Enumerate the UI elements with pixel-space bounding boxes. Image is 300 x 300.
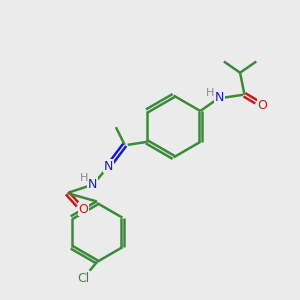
Text: O: O (79, 203, 88, 216)
Text: O: O (257, 99, 267, 112)
Text: N: N (88, 178, 97, 191)
Text: N: N (104, 160, 113, 172)
Text: H: H (80, 173, 88, 183)
Text: Cl: Cl (78, 272, 90, 285)
Text: N: N (215, 91, 224, 104)
Text: H: H (206, 88, 214, 98)
